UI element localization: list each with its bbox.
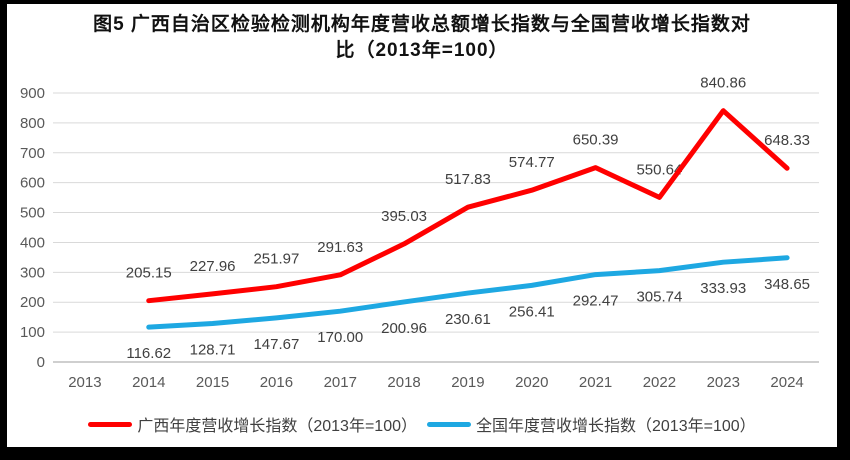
y-tick-label: 300	[20, 264, 45, 281]
legend-item-national: 全国年度营收增长指数（2013年=100）	[427, 412, 756, 436]
series-line-national	[146, 255, 790, 330]
x-tick-label: 2014	[132, 374, 165, 391]
data-label: 200.96	[381, 320, 427, 337]
x-tick-label: 2017	[324, 374, 357, 391]
data-labels-national: 116.62 128.71 147.67 170.00 200.96 230.61 256.…	[126, 276, 810, 362]
chart-title-line-2: 比（2013年=100）	[335, 40, 509, 61]
x-tick-label: 2018	[387, 374, 420, 391]
data-label: 840.86	[700, 75, 746, 92]
x-tick-label: 2015	[196, 374, 229, 391]
x-tick-label: 2019	[451, 374, 484, 391]
series-line-guangxi	[146, 108, 790, 304]
y-tick-label: 500	[20, 205, 45, 222]
data-label: 227.96	[190, 258, 236, 275]
x-tick-label: 2023	[707, 374, 740, 391]
data-label: 550.64	[636, 161, 682, 178]
chart-title-line-1: 图5 广西自治区检验检测机构年度营收总额增长指数与全国营收增长指数对	[93, 14, 751, 35]
y-tick-label: 800	[20, 115, 45, 132]
data-label: 116.62	[126, 345, 171, 362]
y-axis-tick-labels: 0 100 200 300 400 500 600 700 800 900	[20, 85, 45, 371]
data-label: 333.93	[700, 280, 746, 297]
x-tick-label: 2016	[260, 374, 293, 391]
x-tick-label: 2020	[515, 374, 548, 391]
data-label: 256.41	[509, 303, 555, 320]
data-label: 147.67	[253, 336, 299, 353]
data-label: 395.03	[381, 208, 427, 225]
data-label: 517.83	[445, 171, 491, 188]
data-label: 170.00	[317, 329, 363, 346]
data-labels-guangxi: 205.15 227.96 251.97 291.63 395.03 517.83 574.…	[126, 75, 810, 282]
data-label: 230.61	[445, 311, 491, 328]
x-tick-label: 2024	[770, 374, 803, 391]
x-tick-label: 2013	[68, 374, 101, 391]
data-label: 574.77	[509, 154, 555, 171]
data-label: 251.97	[253, 251, 299, 268]
x-tick-label: 2021	[579, 374, 612, 391]
x-tick-label: 2022	[643, 374, 676, 391]
y-tick-label: 600	[20, 175, 45, 192]
data-label: 292.47	[573, 293, 619, 310]
y-tick-label: 400	[20, 234, 45, 251]
data-label: 291.63	[317, 239, 363, 256]
data-label: 128.71	[190, 342, 236, 359]
legend-line-swatch-red	[88, 421, 133, 427]
data-label: 348.65	[764, 276, 810, 293]
data-label: 648.33	[764, 132, 810, 149]
data-label: 205.15	[126, 265, 172, 282]
y-tick-label: 100	[20, 324, 45, 341]
legend-line-swatch-blue	[427, 421, 471, 427]
data-label: 650.39	[573, 132, 619, 149]
y-tick-label: 200	[20, 294, 45, 311]
data-label: 305.74	[636, 289, 682, 306]
legend-label-national: 全国年度营收增长指数（2013年=100）	[476, 418, 756, 435]
y-tick-label: 700	[20, 145, 45, 162]
legend-label-guangxi: 广西年度营收增长指数（2013年=100）	[137, 418, 417, 435]
y-tick-label: 900	[20, 85, 45, 102]
chart-legend: 广西年度营收增长指数（2013年=100） 全国年度营收增长指数（2013年=1…	[7, 412, 837, 436]
chart-title: 图5 广西自治区检验检测机构年度营收总额增长指数与全国营收增长指数对 比（201…	[7, 12, 837, 64]
y-tick-label: 0	[37, 354, 45, 371]
line-chart-plot-area: 0 100 200 300 400 500 600 700 800 900 2013 2014 2015…	[20, 75, 819, 391]
legend-item-guangxi: 广西年度营收增长指数（2013年=100）	[88, 412, 417, 436]
x-axis-tick-labels: 2013 2014 2015 2016 2017 2018 2019 2020 2021 2022…	[68, 374, 804, 391]
